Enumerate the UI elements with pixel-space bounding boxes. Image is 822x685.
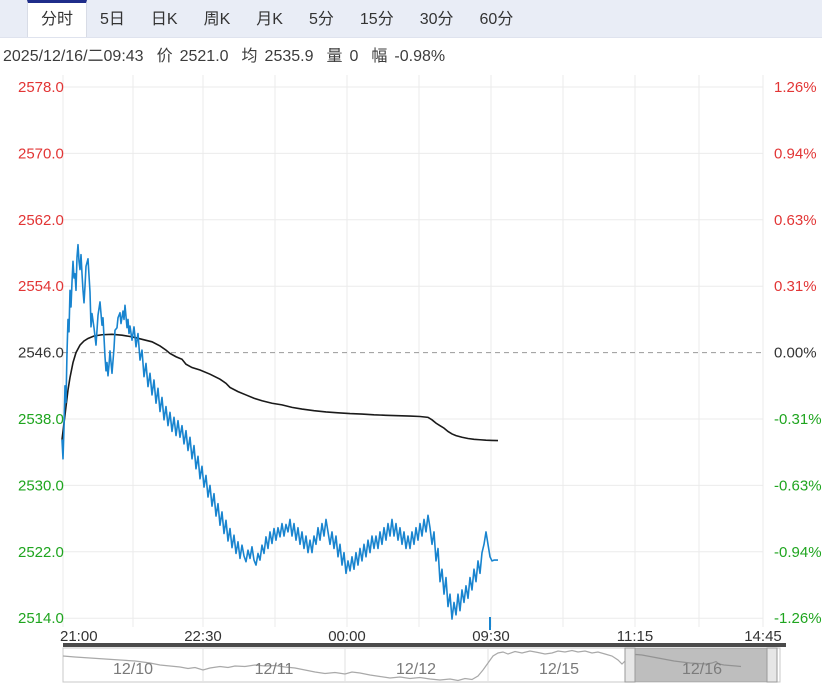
- info-volume-value: 0: [349, 48, 359, 65]
- info-change: 幅 -0.98%: [371, 42, 445, 66]
- tab-fenshi[interactable]: 分时: [27, 0, 88, 37]
- info-change-value: -0.98%: [394, 48, 446, 65]
- y-axis-label-left: 2570.0: [18, 145, 64, 162]
- y-axis-label-left: 2530.0: [18, 477, 64, 494]
- info-price-label: 价: [156, 48, 173, 65]
- y-axis-label-right: 0.63%: [774, 212, 817, 229]
- y-axis-label-right: 1.26%: [774, 79, 817, 96]
- tab-15min[interactable]: 15分: [359, 11, 394, 28]
- period-tab-bar: 分时 5日 日K 周K 月K 5分 15分 30分 60分: [0, 0, 822, 38]
- info-average-value: 2535.9: [264, 48, 314, 65]
- info-average: 均 2535.9: [242, 42, 314, 66]
- y-axis-label-right: -1.26%: [774, 610, 822, 627]
- tab-daily-k[interactable]: 日K: [150, 11, 178, 28]
- y-axis-label-left: 2562.0: [18, 212, 64, 229]
- y-axis-label-left: 2522.0: [18, 544, 64, 561]
- y-axis-label-left: 2514.0: [18, 610, 64, 627]
- info-price-value: 2521.0: [179, 48, 229, 65]
- x-axis-label: 09:30: [472, 628, 510, 645]
- tab-monthly-k[interactable]: 月K: [256, 11, 283, 28]
- quote-info-bar: 2025/12/16/二09:43 价 2521.0 均 2535.9 量 0 幅 -0.98%: [0, 39, 822, 69]
- info-volume-label: 量: [326, 48, 343, 65]
- y-axis-label-left: 2554.0: [18, 278, 64, 295]
- navigator-date-label: 12/12: [396, 661, 436, 678]
- x-axis-label: 22:30: [184, 628, 222, 645]
- y-axis-label-right: -0.31%: [774, 411, 822, 428]
- y-axis-label-right: 0.94%: [774, 145, 817, 162]
- x-axis-label: 21:00: [60, 628, 98, 645]
- y-axis-label-right: -0.63%: [774, 477, 822, 494]
- navigator-date-label: 12/10: [113, 661, 153, 678]
- navigator-date-label: 12/15: [539, 661, 579, 678]
- chart-plot-area[interactable]: [63, 75, 763, 627]
- x-axis-label: 00:00: [328, 628, 366, 645]
- y-axis-label-right: 0.31%: [774, 278, 817, 295]
- info-datetime: 2025/12/16/二09:43: [3, 48, 144, 65]
- info-average-label: 均: [241, 48, 258, 65]
- x-axis-label: 11:15: [617, 628, 653, 645]
- y-axis-label-left: 2578.0: [18, 79, 64, 96]
- y-axis-label-right: -0.94%: [774, 544, 822, 561]
- y-axis-label-left: 2538.0: [18, 411, 64, 428]
- navigator-date-label: 12/11: [255, 661, 294, 678]
- y-axis-label-left: 2546.0: [18, 345, 64, 362]
- navigator-handle-left[interactable]: [624, 647, 636, 683]
- info-price: 价 2521.0: [157, 42, 229, 66]
- price-line: [61, 243, 498, 620]
- tab-weekly-k[interactable]: 周K: [203, 11, 231, 28]
- tab-60min[interactable]: 60分: [479, 11, 514, 28]
- tab-5d[interactable]: 5日: [100, 11, 125, 28]
- y-axis-label-right: 0.00%: [774, 345, 817, 362]
- info-change-label: 幅: [371, 48, 388, 65]
- x-axis-label: 14:45: [744, 628, 782, 645]
- x-axis-bar: [63, 643, 786, 647]
- navigator-selection[interactable]: [625, 648, 777, 682]
- navigator-handle-right[interactable]: [766, 647, 778, 683]
- tab-30min[interactable]: 30分: [419, 11, 454, 28]
- tab-5min[interactable]: 5分: [308, 11, 334, 28]
